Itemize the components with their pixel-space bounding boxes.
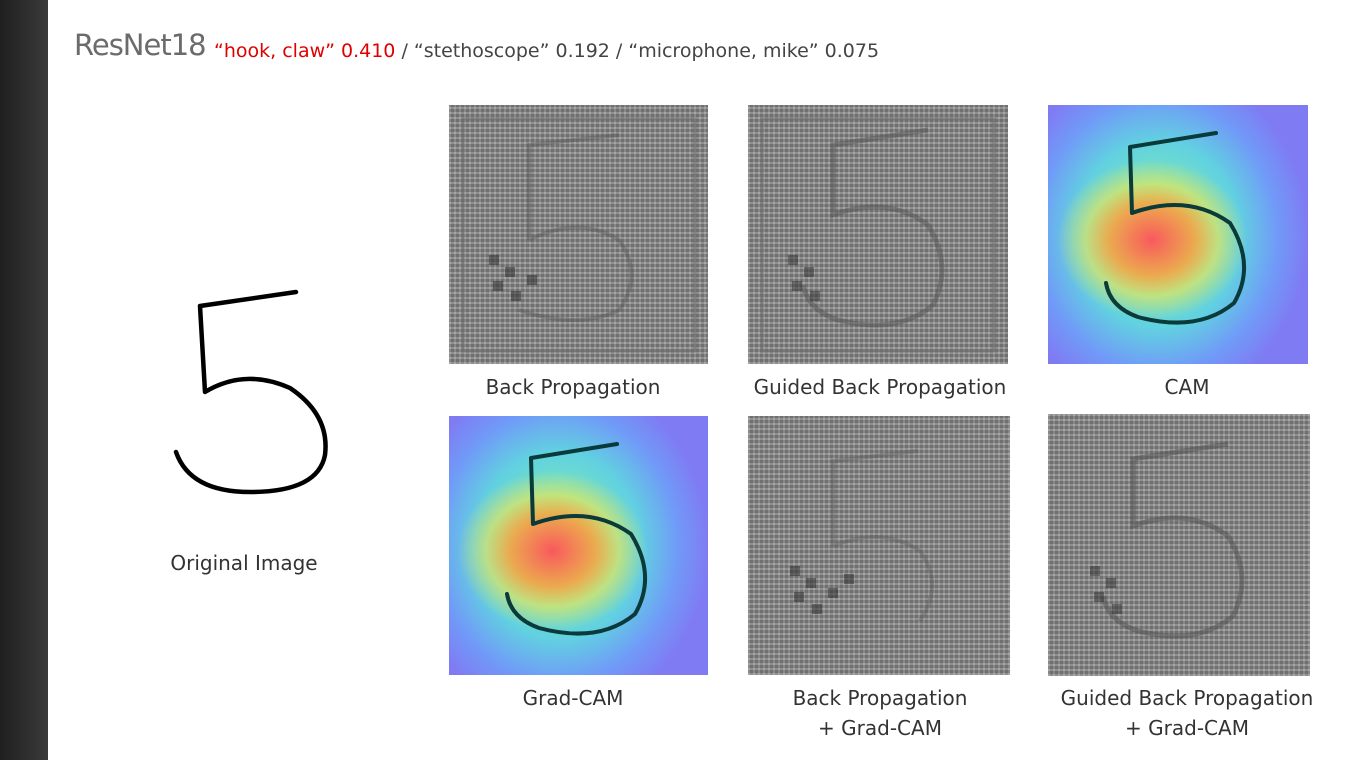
- backprop-caption: Back Propagation: [485, 375, 661, 399]
- guided-backprop-gradcam-image: [1048, 414, 1310, 676]
- other-predictions: / “stethoscope” 0.192 / “microphone, mik…: [395, 40, 880, 62]
- guided-backprop-image: [748, 105, 1008, 364]
- left-sidebar-bar: [0, 0, 48, 760]
- original-caption: Original Image: [170, 551, 318, 575]
- backprop-gradcam-image: [748, 416, 1010, 675]
- guided-backprop-gradcam-caption-2: + Grad-CAM: [1125, 716, 1249, 740]
- predictions-line: “hook, claw” 0.410 / “stethoscope” 0.192…: [214, 40, 879, 62]
- top-prediction: “hook, claw” 0.410: [214, 40, 396, 62]
- backprop-image: [449, 105, 708, 364]
- guided-backprop-gradcam-caption-1: Guided Back Propagation: [1060, 686, 1314, 710]
- original-image: [173, 289, 328, 495]
- backprop-gradcam-caption-2: + Grad-CAM: [818, 716, 942, 740]
- grad-cam-image: [449, 416, 708, 675]
- guided-backprop-caption: Guided Back Propagation: [753, 375, 1007, 399]
- cam-image: [1048, 105, 1308, 364]
- backprop-gradcam-caption-1: Back Propagation: [792, 686, 968, 710]
- model-title: ResNet18: [74, 28, 207, 62]
- grad-cam-caption: Grad-CAM: [522, 686, 624, 710]
- cam-caption: CAM: [1164, 375, 1210, 399]
